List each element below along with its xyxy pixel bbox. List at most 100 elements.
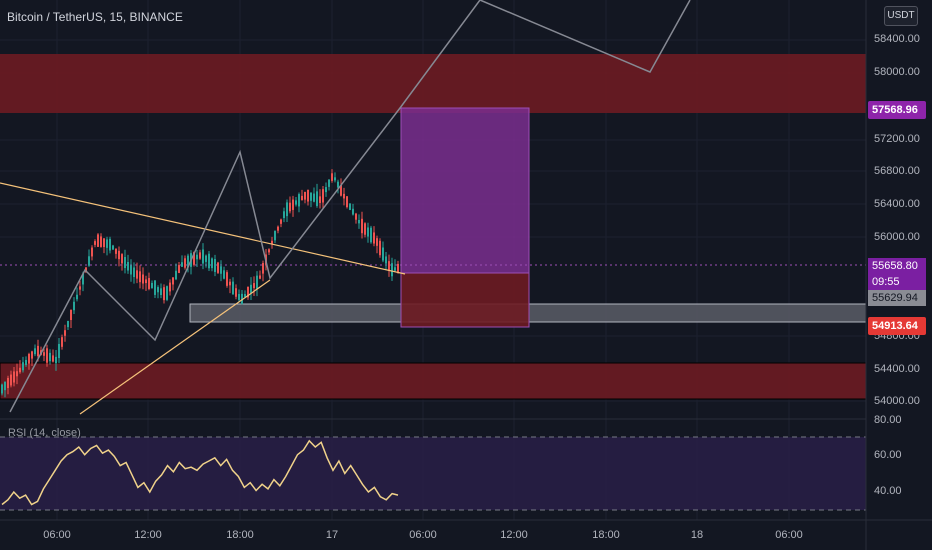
candle-body [10, 374, 12, 386]
candle-body [52, 355, 54, 362]
risk-zone[interactable] [400, 272, 530, 328]
candle-body [1, 384, 3, 394]
candle-body [76, 294, 78, 300]
candle-body [100, 236, 102, 247]
candle-body [7, 377, 9, 389]
candle-body [247, 287, 249, 298]
descending-trendline[interactable] [0, 182, 406, 275]
candle-body [196, 254, 198, 260]
candle-body [193, 252, 195, 265]
candle-body [280, 219, 282, 224]
candle-body [364, 223, 366, 235]
candle-body [373, 232, 375, 244]
ascending-trendline[interactable] [79, 279, 271, 415]
candle-body [241, 293, 243, 304]
candle-body [43, 352, 45, 356]
rsi-indicator-title[interactable]: RSI (14, close) [8, 427, 81, 439]
candle-body [289, 202, 291, 212]
x-tick: 06:00 [409, 529, 437, 541]
candle-body [325, 187, 327, 193]
candle-body [286, 202, 288, 217]
candle-body [331, 173, 333, 181]
candle-body [370, 227, 372, 243]
candle-body [178, 265, 180, 273]
candle-body [172, 277, 174, 285]
candle-body [358, 219, 360, 224]
symbol-title[interactable]: Bitcoin / TetherUS, 15, BINANCE [7, 10, 183, 24]
y-tick: 57200.00 [874, 133, 920, 145]
candle-body [34, 348, 36, 355]
candle-body [73, 301, 75, 311]
y-tick: 58400.00 [874, 33, 920, 45]
candle-body [274, 230, 276, 241]
candle-body [169, 282, 171, 292]
candle-body [262, 263, 264, 274]
candle-body [271, 240, 273, 245]
candle-body [352, 208, 354, 215]
candle-body [163, 287, 165, 301]
candle-body [142, 274, 144, 284]
countdown-tag: 09:55 [868, 274, 926, 290]
rsi-tick: 80.00 [874, 414, 902, 426]
candle-body [292, 199, 294, 210]
candle-body [202, 249, 204, 264]
candle-body [106, 239, 108, 248]
candle-body [382, 247, 384, 261]
candle-body [343, 193, 345, 199]
candle-body [223, 270, 225, 279]
candle-body [187, 255, 189, 268]
candle-body [379, 240, 381, 256]
candle-body [388, 261, 390, 271]
target-zone[interactable] [400, 107, 530, 274]
candle-body [367, 227, 369, 237]
candle-body [79, 286, 81, 290]
candle-body [226, 272, 228, 286]
candle-body [256, 275, 258, 289]
candle-body [64, 330, 66, 336]
zigzag-projection[interactable] [9, 0, 691, 413]
candle-body [316, 191, 318, 206]
candle-body [310, 192, 312, 201]
candle-body [208, 253, 210, 269]
candle-body [55, 356, 57, 364]
candle-body [22, 362, 24, 371]
candle-body [232, 281, 234, 295]
candle-body [121, 254, 123, 264]
candle-body [211, 258, 213, 269]
candle-body [229, 281, 231, 286]
entry-price-tag: 55629.94 [868, 290, 926, 306]
candle-body [28, 353, 30, 364]
candle-body [235, 288, 237, 297]
candle-body [58, 343, 60, 359]
candle-body [184, 258, 186, 268]
candle-body [16, 371, 18, 377]
rsi-tick: 60.00 [874, 449, 902, 461]
candle-body [250, 284, 252, 293]
candle-body [301, 195, 303, 201]
candle-body [67, 320, 69, 328]
candle-body [13, 371, 15, 383]
x-tick: 18:00 [592, 529, 620, 541]
candle-body [295, 200, 297, 205]
candle-body [199, 252, 201, 259]
candle-body [88, 256, 90, 266]
candle-body [4, 381, 6, 391]
candle-body [103, 238, 105, 248]
candle-body [391, 263, 393, 277]
rsi-band [0, 437, 866, 510]
candle-body [151, 282, 153, 289]
candle-body [46, 348, 48, 363]
candle-body [340, 185, 342, 196]
candle-body [220, 266, 222, 274]
candle-body [133, 267, 135, 278]
x-tick: 18 [690, 529, 704, 541]
candle-body [127, 261, 129, 271]
x-tick: 06:00 [775, 529, 803, 541]
x-tick: 06:00 [43, 529, 71, 541]
candle-body [94, 241, 96, 245]
x-tick: 12:00 [134, 529, 162, 541]
currency-button[interactable]: USDT [884, 6, 918, 26]
lower-demand-zone[interactable] [0, 362, 867, 400]
y-tick: 54000.00 [874, 395, 920, 407]
